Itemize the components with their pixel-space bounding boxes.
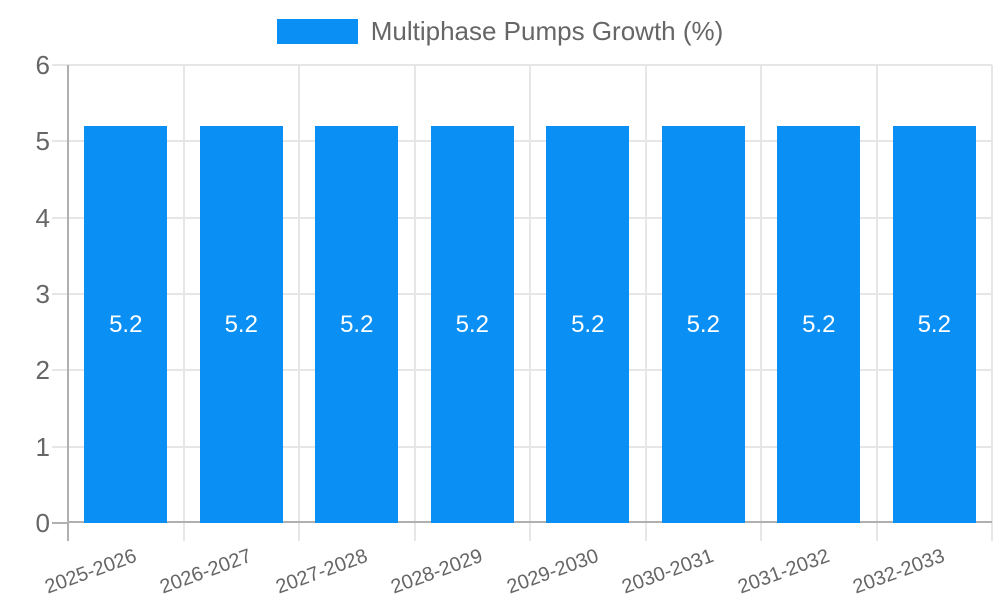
legend[interactable]: Multiphase Pumps Growth (%) bbox=[0, 17, 1000, 45]
x-tick-mark bbox=[991, 523, 993, 541]
x-tick-mark bbox=[67, 523, 69, 541]
bar-value-label: 5.2 bbox=[340, 310, 374, 338]
bar-value-label: 5.2 bbox=[802, 310, 836, 338]
x-tick-mark bbox=[298, 523, 300, 541]
y-axis-tick-label: 2 bbox=[35, 355, 50, 386]
bar-value-label: 5.2 bbox=[224, 310, 258, 338]
x-axis-line bbox=[68, 521, 992, 523]
x-gridline bbox=[413, 65, 416, 523]
x-gridline bbox=[182, 65, 185, 523]
x-gridline bbox=[991, 65, 993, 523]
x-gridline bbox=[529, 65, 531, 523]
y-axis-line bbox=[67, 65, 69, 523]
y-axis-tick-label: 6 bbox=[35, 50, 50, 80]
bar[interactable] bbox=[430, 126, 514, 523]
bar-value-label: 5.2 bbox=[109, 310, 143, 338]
legend-swatch bbox=[276, 18, 358, 44]
bar[interactable] bbox=[546, 126, 630, 523]
bar-value-label: 5.2 bbox=[571, 310, 605, 338]
bar-value-label: 5.2 bbox=[917, 310, 951, 338]
x-tick-mark bbox=[413, 523, 416, 541]
y-tick-mark bbox=[52, 369, 68, 372]
bar[interactable] bbox=[315, 126, 399, 523]
x-tick-mark bbox=[529, 523, 531, 541]
x-tick-mark bbox=[875, 523, 878, 541]
bar[interactable] bbox=[661, 126, 745, 523]
y-axis-tick-label: 5 bbox=[35, 126, 50, 157]
x-gridline bbox=[760, 65, 762, 523]
y-tick-mark bbox=[52, 522, 68, 524]
bar[interactable] bbox=[777, 126, 861, 523]
y-axis-tick-label: 0 bbox=[35, 508, 50, 538]
bar[interactable] bbox=[199, 126, 283, 523]
x-tick-mark bbox=[182, 523, 185, 541]
bar[interactable] bbox=[84, 126, 168, 523]
bar[interactable] bbox=[892, 126, 976, 523]
x-tick-mark bbox=[760, 523, 762, 541]
x-gridline bbox=[298, 65, 300, 523]
x-tick-mark bbox=[644, 523, 647, 541]
y-tick-mark bbox=[52, 216, 68, 219]
legend-label: Multiphase Pumps Growth (%) bbox=[370, 16, 724, 46]
x-gridline bbox=[875, 65, 878, 523]
y-axis-tick-label: 3 bbox=[35, 279, 50, 309]
y-tick-mark bbox=[52, 64, 68, 66]
bar-value-label: 5.2 bbox=[455, 310, 489, 338]
y-axis-tick-label: 4 bbox=[35, 202, 50, 233]
x-gridline bbox=[644, 65, 647, 523]
y-tick-mark bbox=[52, 445, 68, 448]
y-tick-mark bbox=[52, 140, 68, 143]
y-axis-tick-label: 1 bbox=[35, 431, 50, 462]
y-tick-mark bbox=[52, 293, 68, 295]
bar-value-label: 5.2 bbox=[686, 310, 720, 338]
